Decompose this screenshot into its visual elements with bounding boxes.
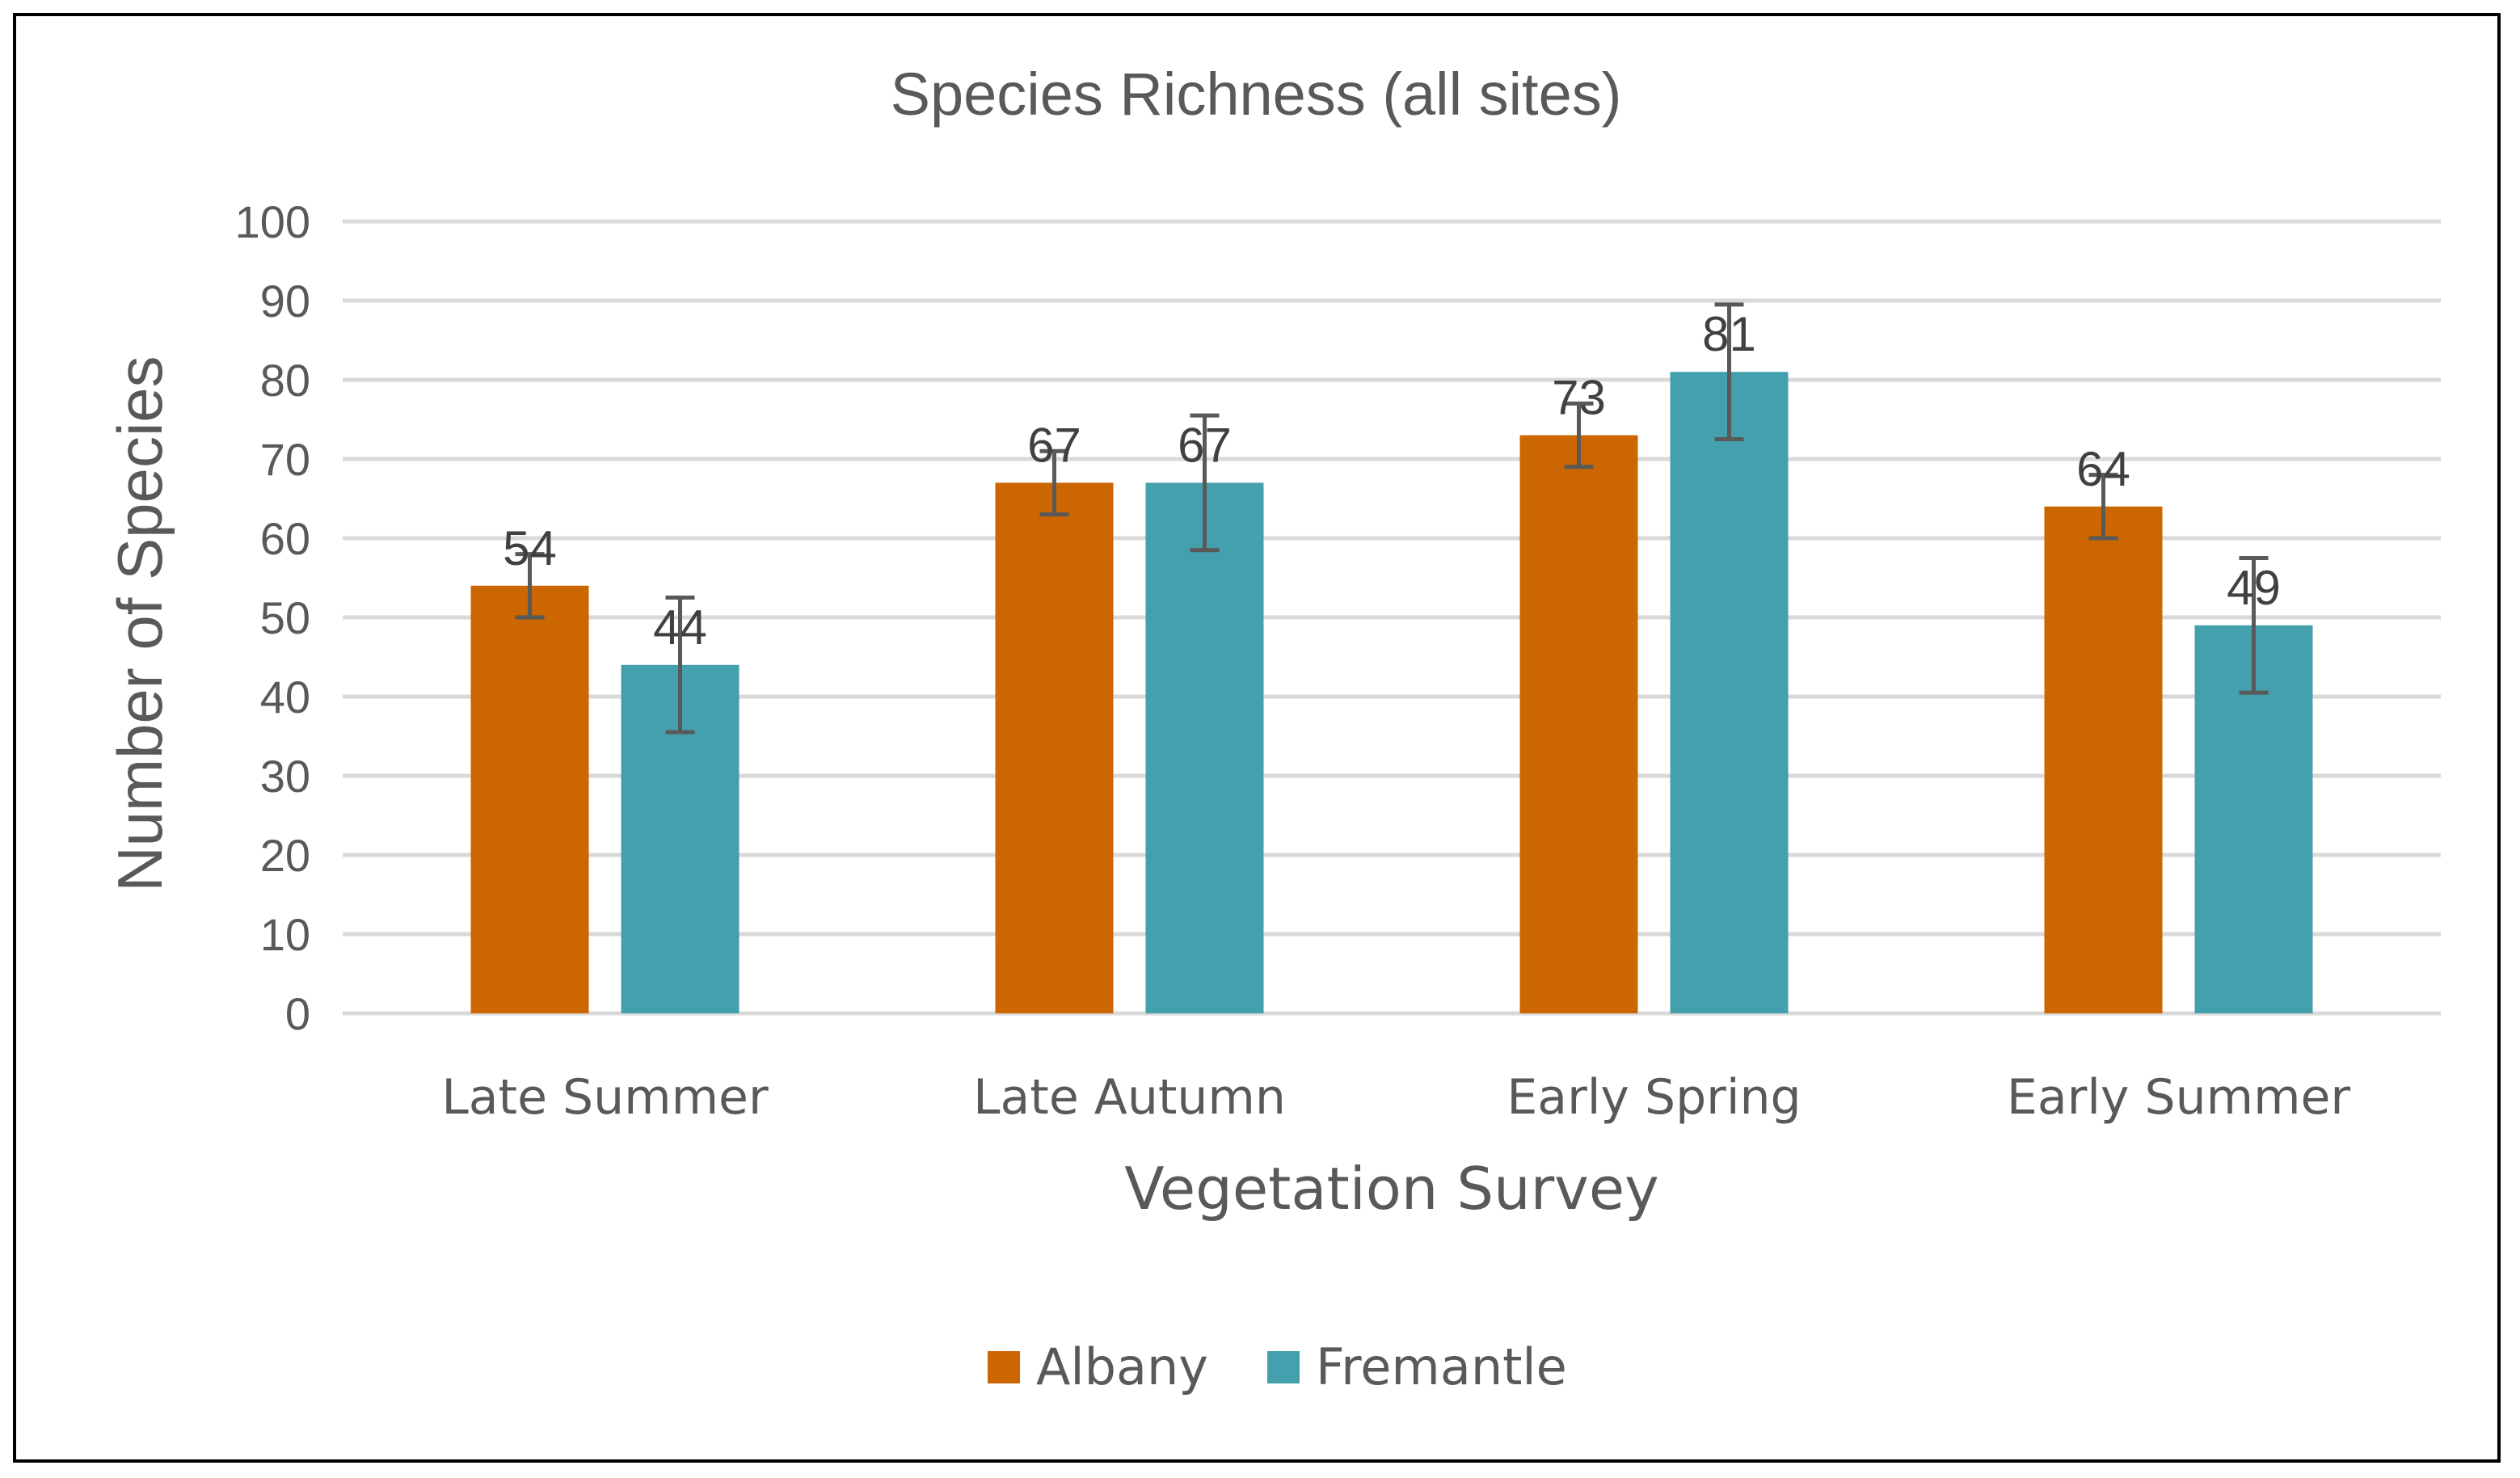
bar-fremantle-early-spring: [1670, 372, 1789, 1013]
data-label-fremantle-late-summer: 44: [653, 600, 707, 655]
y-tick-label: 80: [260, 355, 310, 406]
y-tick-label: 0: [285, 988, 310, 1039]
bar-albany-early-spring: [1519, 435, 1638, 1013]
chart-title: Species Richness (all sites): [891, 61, 1622, 128]
y-tick-label: 20: [260, 830, 310, 881]
error-bar-albany-late-autumn: [1039, 448, 1069, 517]
legend-label-albany: Albany: [1036, 1337, 1208, 1396]
y-tick-label: 90: [260, 276, 310, 326]
error-bar-fremantle-late-autumn: [1190, 413, 1220, 553]
bar-layer: [470, 372, 2313, 1013]
data-label-fremantle-early-spring: 81: [1702, 307, 1756, 361]
error-bar-layer: [515, 302, 2269, 735]
y-tick-label: 50: [260, 592, 310, 643]
error-bar-albany-early-spring: [1564, 401, 1594, 470]
x-axis-ticks: Late Summer Late Autumn Early Spring Early …: [441, 1069, 2350, 1126]
y-tick-label: 60: [260, 513, 310, 564]
data-label-fremantle-late-autumn: 67: [1178, 418, 1232, 472]
bar-albany-late-autumn: [995, 482, 1114, 1013]
y-tick-label: 30: [260, 751, 310, 802]
y-axis-ticks: 0 10 20 30 40 50 60 70 80 90 100: [235, 196, 310, 1039]
data-label-layer: 54 44 67 67 73 81 64 49: [503, 307, 2281, 655]
bar-fremantle-late-autumn: [1145, 482, 1264, 1013]
error-bar-albany-early-summer: [2088, 473, 2118, 541]
y-tick-label: 40: [260, 672, 310, 722]
x-tick-label: Late Autumn: [973, 1069, 1286, 1126]
x-tick-label: Early Summer: [2007, 1069, 2351, 1126]
error-bar-fremantle-late-summer: [665, 596, 695, 735]
error-bar-fremantle-early-spring: [1714, 302, 1744, 441]
legend: Albany Fremantle: [988, 1337, 1567, 1396]
legend-label-fremantle: Fremantle: [1316, 1337, 1567, 1396]
data-label-albany-early-spring: 73: [1552, 371, 1606, 425]
y-tick-label: 100: [235, 196, 310, 247]
x-axis-label: Vegetation Survey: [1124, 1155, 1659, 1223]
legend-swatch-fremantle: [1267, 1351, 1300, 1383]
chart-svg: Species Richness (all sites) 0 10 20 30 40 50…: [104, 61, 2441, 1396]
data-label-albany-late-autumn: 67: [1027, 418, 1081, 472]
y-axis-label: Number of Species: [104, 356, 175, 891]
legend-swatch-albany: [988, 1351, 1020, 1383]
data-label-albany-late-summer: 54: [503, 521, 557, 575]
error-bar-fremantle-early-summer: [2239, 556, 2269, 695]
data-label-fremantle-early-summer: 49: [2227, 561, 2281, 615]
bar-albany-early-summer: [2044, 506, 2163, 1013]
chart-frame: Species Richness (all sites) 0 10 20 30 40 50…: [13, 13, 2501, 1463]
y-tick-label: 70: [260, 434, 310, 485]
y-tick-label: 10: [260, 909, 310, 960]
bar-albany-late-summer: [470, 585, 589, 1013]
x-tick-label: Late Summer: [441, 1069, 769, 1126]
data-label-albany-early-summer: 64: [2076, 442, 2130, 496]
x-tick-label: Early Spring: [1507, 1069, 1801, 1126]
error-bar-albany-late-summer: [515, 552, 545, 620]
